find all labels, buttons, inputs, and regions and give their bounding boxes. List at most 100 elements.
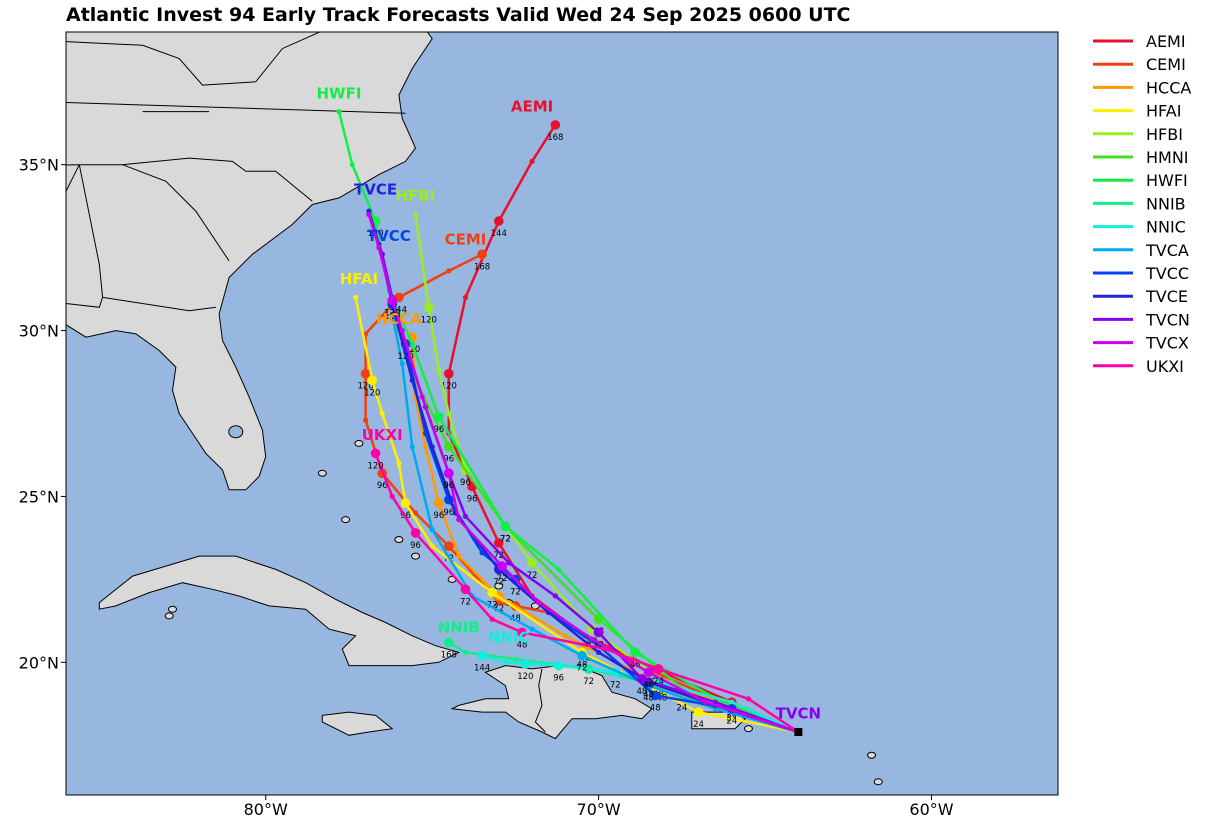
forecast-hour-label: 120 [421, 315, 437, 325]
legend-item-nnib: NNIB [1093, 194, 1186, 213]
legend-item-tvcn: TVCN [1093, 310, 1190, 329]
forecast-hour-label: 168 [441, 650, 457, 660]
forecast-hour-label: 144 [474, 664, 490, 674]
legend-item-cemi: CEMI [1093, 55, 1186, 74]
forecast-hour-label: 168 [474, 262, 490, 272]
forecast-hour-label: 48 [650, 703, 661, 713]
track-marker-48h [517, 627, 527, 638]
forecast-hour-label: 96 [410, 541, 421, 551]
forecast-hour-label: 72 [500, 534, 511, 544]
forecast-hour-label: 48 [643, 690, 654, 700]
legend-label: TVCX [1145, 334, 1189, 353]
track-point [389, 493, 395, 500]
track-marker-120h [444, 368, 454, 379]
track-marker-48h [643, 667, 654, 678]
forecast-hour-label: 24 [653, 677, 664, 687]
track-point [409, 444, 415, 450]
track-marker-144h [493, 216, 504, 226]
track-marker-120h [370, 448, 381, 459]
forecast-hour-label: 72 [610, 680, 621, 690]
forecast-hour-label: 24 [693, 720, 704, 730]
forecast-hour-label: 72 [460, 597, 471, 607]
forecast-hour-label: 96 [443, 481, 454, 491]
track-point [446, 410, 452, 417]
track-point [729, 699, 735, 705]
track-point [496, 599, 502, 606]
small-island [354, 439, 364, 447]
forecast-hour-label: 72 [497, 574, 508, 584]
track-marker-96h [434, 498, 444, 508]
track-marker-96h [434, 412, 444, 422]
forecast-hour-label: 120 [517, 672, 533, 682]
legend-label: HCCA [1146, 78, 1191, 97]
small-island [743, 725, 753, 733]
forecast-hour-label: 72 [510, 587, 521, 597]
track-marker-168h [477, 249, 487, 260]
forecast-hour-label: 72 [493, 604, 504, 614]
track-label-ukxi: UKXI [362, 426, 403, 444]
lake-okeechobee [228, 425, 244, 439]
legend-label: TVCA [1145, 241, 1189, 260]
track-point [412, 510, 419, 516]
track-marker-120h [367, 375, 378, 386]
forecast-hour-label: 96 [433, 511, 444, 521]
track-line-tvca [390, 313, 799, 734]
track-point [412, 211, 419, 218]
forecast-hour-label: 96 [467, 494, 478, 504]
track-point [589, 636, 595, 642]
small-island [168, 605, 178, 613]
track-marker-72h [460, 584, 471, 595]
track-marker-168h [444, 637, 454, 648]
forecast-hour-label: 48 [643, 680, 654, 690]
track-marker-96h [410, 528, 421, 538]
initial-position-marker [794, 727, 803, 736]
forecast-hour-label: 96 [553, 674, 564, 684]
track-marker-120h [520, 659, 531, 669]
track-point [409, 341, 415, 347]
forecast-hour-label: 120 [367, 461, 383, 471]
track-nnic: 48 72 96 120 144 [474, 650, 799, 734]
track-line-hcca [410, 337, 799, 734]
forecast-hour-label: 72 [493, 551, 504, 561]
track-marker-48h [630, 647, 641, 658]
track-label-hcca: HCCA [376, 310, 423, 328]
track-labels: AEMI CEMI HCCA HFAI HFBI HWFI NNIB NNIC TVCC TVCE… [316, 84, 821, 722]
forecast-hour-label: 48 [656, 694, 667, 704]
track-point [349, 162, 355, 168]
track-point [552, 593, 558, 599]
track-point [376, 245, 382, 251]
map-title: Atlantic Invest 94 Early Track Forecasts… [66, 4, 851, 26]
track-point [556, 566, 562, 573]
track-label-hfai: HFAI [340, 270, 378, 288]
land-layer [66, 32, 883, 786]
forecast-hour-label: 96 [460, 478, 471, 488]
track-point [456, 553, 462, 559]
track-point [456, 517, 462, 523]
track-marker-96h [553, 660, 564, 671]
forecast-hour-label: 96 [433, 425, 444, 435]
forecast-hour-label: 144 [491, 229, 507, 239]
track-label-cemi: CEMI [445, 230, 487, 248]
legend-item-hmni: HMNI [1093, 148, 1189, 167]
track-point [529, 158, 535, 164]
track-marker-48h [637, 674, 647, 684]
forecast-tracks: 2448729612014416824487296120144168244872… [336, 109, 803, 736]
track-point [409, 377, 415, 383]
track-point [362, 417, 369, 423]
jamaica-island [321, 711, 394, 736]
track-point [502, 659, 509, 665]
track-point [462, 513, 469, 519]
legend: AEMI CEMI HCCA HFAI HFBI HMNI HWFI NNIB NNIC TVCA… [1093, 32, 1191, 376]
state-border [66, 32, 322, 86]
track-tvca: 48 72 [389, 311, 799, 734]
track-point [745, 696, 752, 702]
track-line-ukxi [374, 452, 799, 734]
x-tick-label: 60°W [909, 800, 953, 819]
forecast-hour-label: 168 [547, 133, 563, 143]
track-point [479, 550, 485, 556]
small-island [873, 778, 883, 786]
small-island [394, 536, 404, 544]
state-border [79, 164, 230, 262]
y-tick-label: 25°N [19, 487, 59, 506]
